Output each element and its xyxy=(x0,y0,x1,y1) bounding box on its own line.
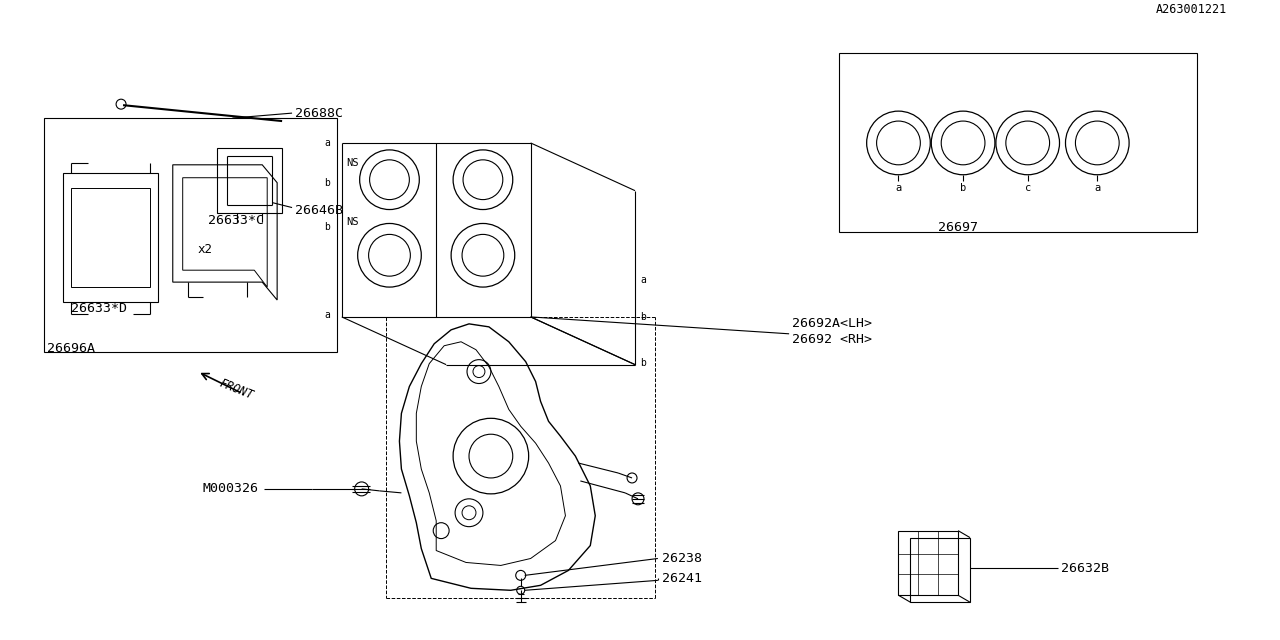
Text: 26688C: 26688C xyxy=(294,107,343,120)
Text: 26697: 26697 xyxy=(938,221,978,234)
Text: c: c xyxy=(1024,182,1030,193)
Text: a: a xyxy=(324,310,330,320)
Text: b: b xyxy=(324,223,330,232)
Text: a: a xyxy=(1094,182,1101,193)
Text: M000326: M000326 xyxy=(202,483,259,495)
Text: 26696A: 26696A xyxy=(46,342,95,355)
Text: a: a xyxy=(640,275,646,285)
Text: A263001221: A263001221 xyxy=(1156,3,1226,16)
Text: b: b xyxy=(324,178,330,188)
Text: 26632B: 26632B xyxy=(1061,562,1108,575)
Text: 26646B: 26646B xyxy=(294,204,343,217)
Text: 26238: 26238 xyxy=(662,552,701,565)
Bar xyxy=(44,118,337,352)
Text: a: a xyxy=(324,138,330,148)
Text: 26241: 26241 xyxy=(662,572,701,585)
Text: b: b xyxy=(640,358,646,367)
Text: a: a xyxy=(895,182,901,193)
Bar xyxy=(72,188,150,287)
Text: x2: x2 xyxy=(197,243,212,256)
Text: b: b xyxy=(960,182,966,193)
Text: 26692A<LH>: 26692A<LH> xyxy=(792,317,872,330)
Text: NS: NS xyxy=(347,158,360,168)
Text: 26633*D: 26633*D xyxy=(72,303,128,316)
Text: NS: NS xyxy=(347,218,360,227)
Bar xyxy=(838,54,1197,232)
Text: b: b xyxy=(640,312,646,322)
Text: 26692 <RH>: 26692 <RH> xyxy=(792,333,872,346)
Text: FRONT: FRONT xyxy=(218,377,256,402)
Text: 26633*C: 26633*C xyxy=(207,214,264,227)
